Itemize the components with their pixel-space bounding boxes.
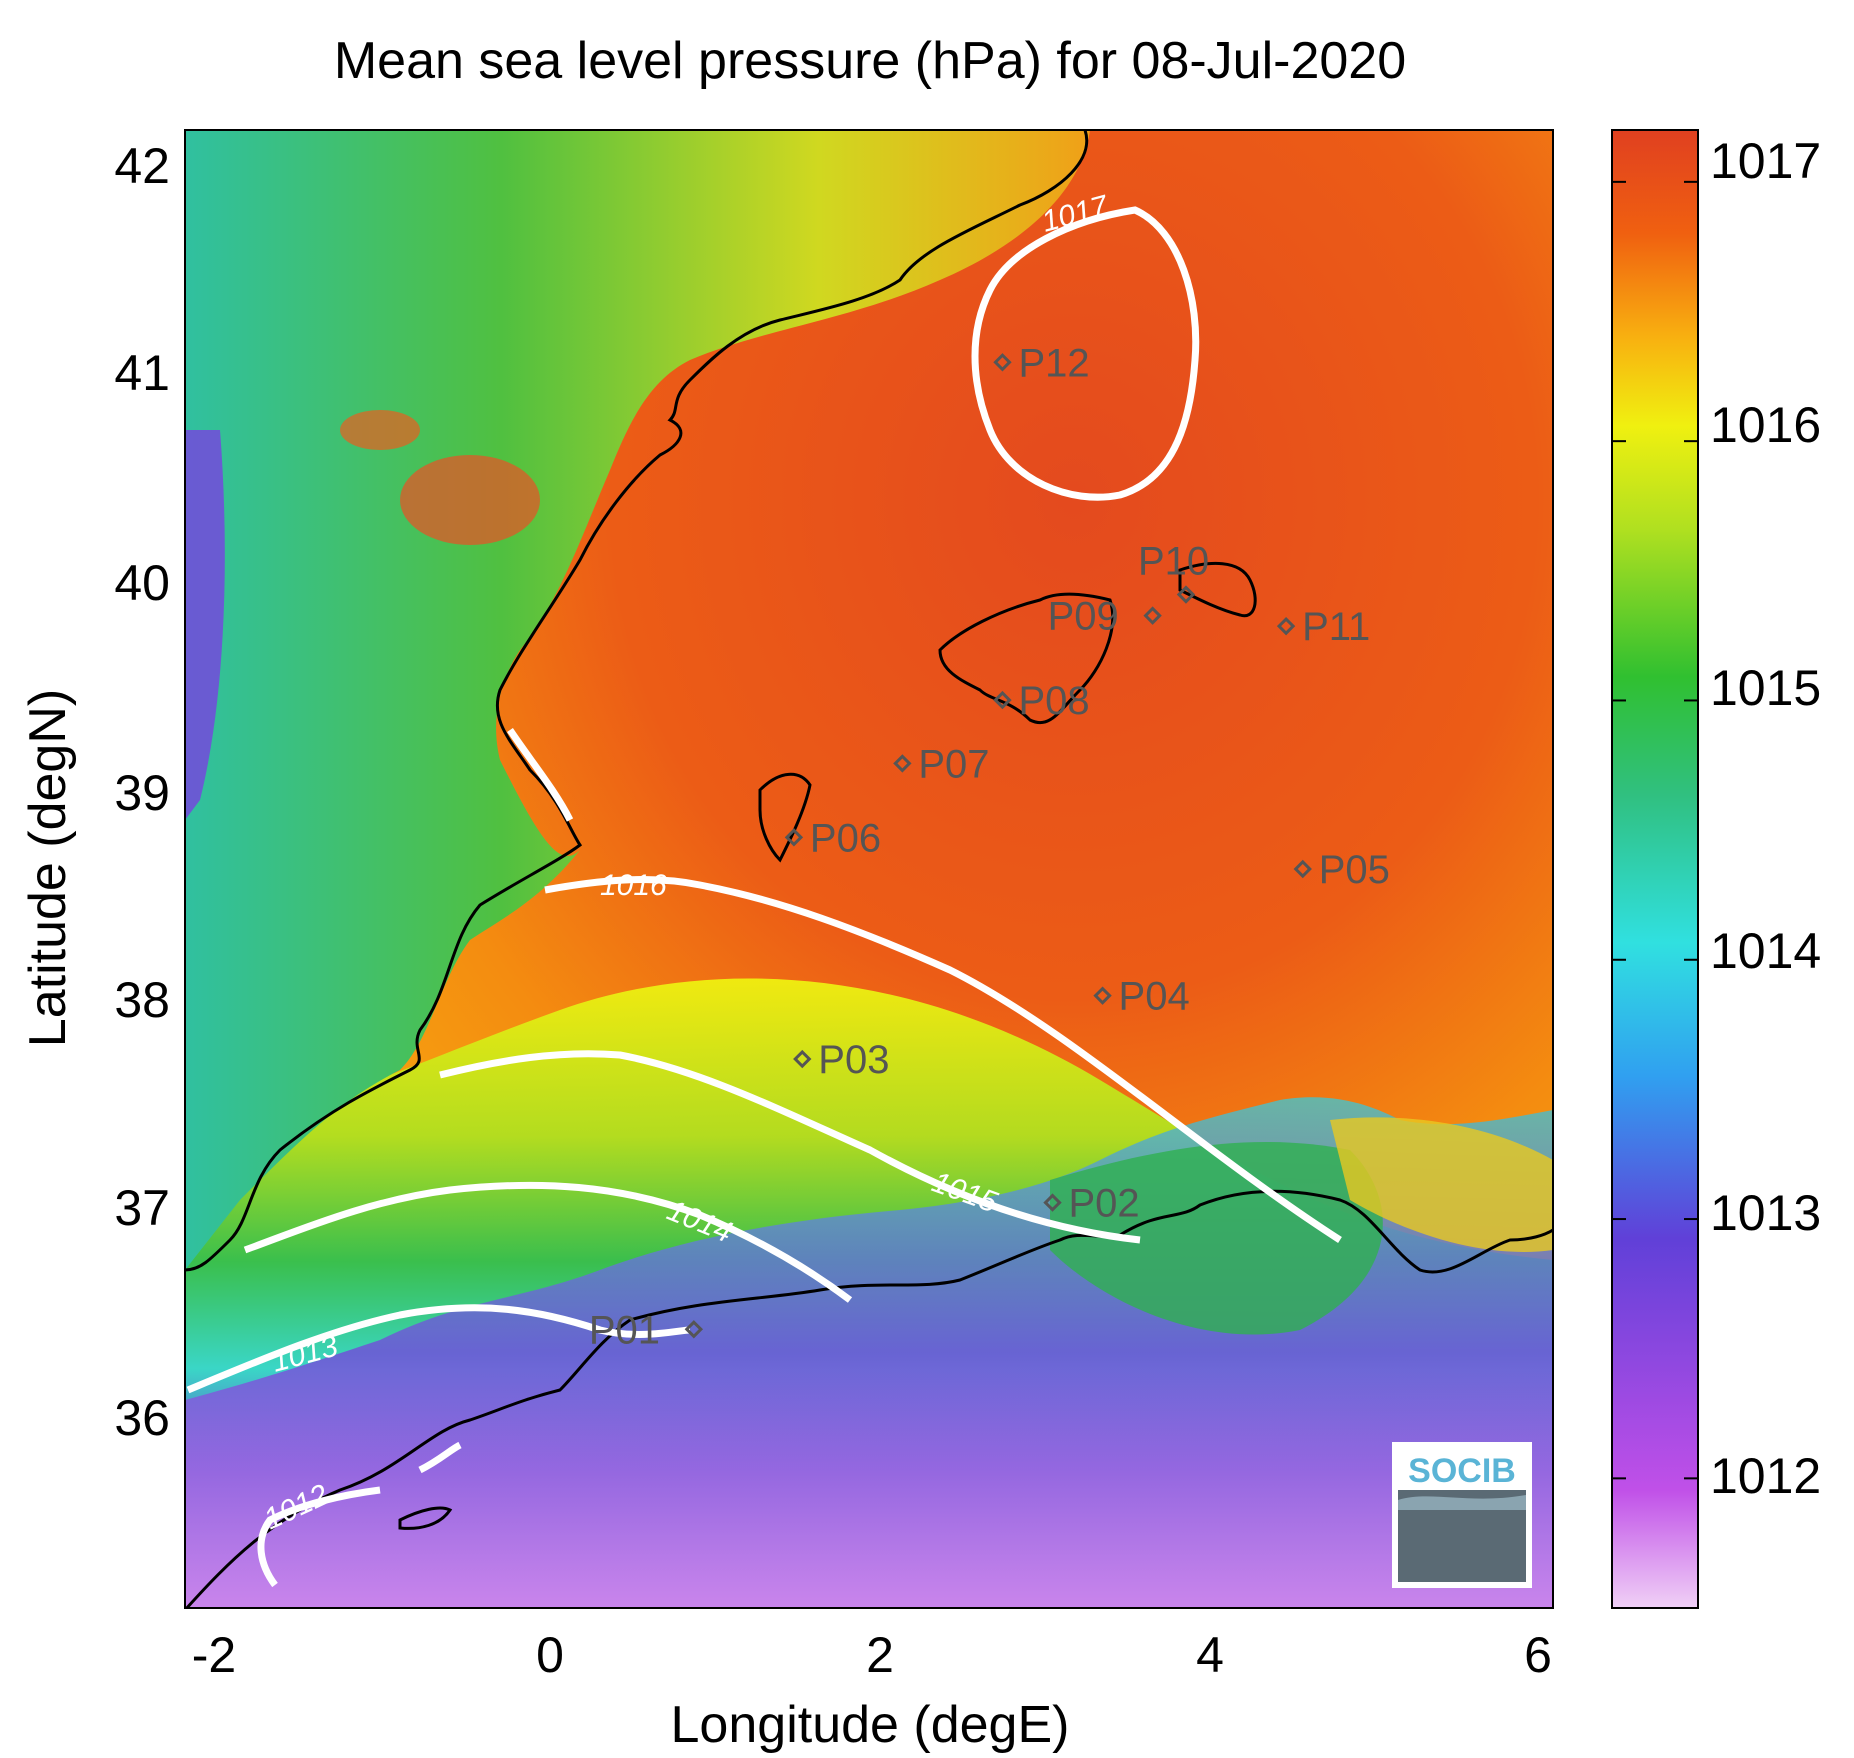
point-p01: P01 (589, 1308, 704, 1352)
point-p03: P03 (793, 1038, 889, 1082)
y-axis: 42 41 40 39 38 37 36 (114, 138, 170, 1446)
contour-1012 (257, 1441, 462, 1588)
ibiza-coastline (758, 772, 812, 863)
logo-text: SOCIB (1408, 1452, 1516, 1490)
colorbar-tick-label: 1012 (1710, 1448, 1821, 1504)
point-label: P09 (1048, 595, 1119, 639)
point-p06: P06 (784, 816, 881, 860)
point-marker (1093, 986, 1112, 1005)
y-tick-label: 39 (114, 765, 170, 821)
colorbar-tick-label: 1017 (1710, 133, 1821, 189)
point-markers: P01 P02 P03 P04 P05 P06 P07 P08 P09 P10 P11 P12 (589, 341, 1390, 1352)
y-tick-label: 42 (114, 138, 170, 194)
point-p09: P09 (1048, 595, 1162, 639)
x-tick-label: 2 (866, 1627, 894, 1683)
point-label: P08 (1018, 679, 1089, 723)
map-plot-area: 1017 1016 1015 1014 1013 1012 P01P02P03P… (185, 130, 1553, 1608)
point-label: P12 (1018, 341, 1089, 385)
x-tick-label: -2 (192, 1627, 236, 1683)
mallorca-coastline (938, 592, 1115, 725)
inland-high-patch-2 (340, 410, 420, 450)
colorbar-scale (1611, 129, 1699, 1609)
point-marker (1143, 606, 1162, 625)
contour-1017 (971, 206, 1200, 501)
y-tick-label: 40 (114, 555, 170, 611)
plot-frame (184, 129, 1554, 1609)
africa-yellow-patch (1330, 1117, 1553, 1252)
y-tick-label: 36 (114, 1390, 170, 1446)
colorbar-tick-label: 1014 (1710, 923, 1821, 979)
point-label: P07 (918, 742, 989, 786)
y-tick-label: 41 (114, 345, 170, 401)
point-marker (1043, 1193, 1062, 1212)
contour-1015 (439, 1050, 1141, 1244)
point-label: P11 (1302, 605, 1370, 649)
point-label: P03 (818, 1038, 889, 1082)
point-marker (784, 828, 804, 847)
y-axis-label: Latitude (degN) (19, 689, 77, 1047)
point-label: P06 (810, 816, 881, 860)
point-marker (993, 353, 1012, 372)
small-island-coastline (398, 1506, 453, 1530)
contour-1013 (186, 1304, 691, 1394)
interior-low-patch (185, 430, 225, 820)
point-label: P01 (589, 1308, 660, 1352)
point-p12: P12 (993, 341, 1090, 385)
colorbar-tick-label: 1016 (1710, 397, 1821, 453)
point-marker (1293, 859, 1312, 879)
colorbar-ticks (1612, 180, 1698, 1480)
chart-title: Mean sea level pressure (hPa) for 08-Jul… (334, 32, 1406, 90)
y-tick-label: 38 (114, 972, 170, 1028)
socib-logo: SOCIB (1392, 1442, 1532, 1588)
point-p02: P02 (1043, 1182, 1140, 1226)
africa-coastline (185, 1189, 1553, 1608)
x-axis: -2 0 2 4 6 (192, 1627, 1552, 1683)
point-label: P04 (1119, 975, 1190, 1019)
africa-green-patch (1050, 1141, 1383, 1335)
point-p05: P05 (1293, 848, 1390, 892)
point-p04: P04 (1093, 975, 1190, 1019)
contour-1014 (243, 1181, 853, 1303)
point-marker (1176, 585, 1196, 604)
x-axis-label: Longitude (degE) (671, 1696, 1070, 1754)
point-label: P05 (1319, 848, 1390, 892)
iberia-coastline (185, 130, 1089, 1272)
colorbar: 1017 1016 1015 1014 1013 1012 (1611, 129, 1821, 1609)
point-marker (893, 754, 912, 773)
coastline (185, 130, 1553, 1608)
contour-label-1016: 1016 (600, 869, 667, 902)
colorbar-tick-label: 1015 (1710, 660, 1821, 716)
x-tick-label: 6 (1524, 1627, 1552, 1683)
point-label: P10 (1138, 540, 1209, 584)
point-label: P02 (1069, 1182, 1140, 1226)
point-marker (993, 690, 1012, 710)
inland-high-patch (400, 455, 540, 545)
point-p11: P11 (1276, 605, 1370, 649)
pressure-contours (186, 206, 1342, 1588)
point-p07: P07 (893, 742, 990, 786)
point-marker (793, 1049, 812, 1069)
contour-1016 (507, 728, 1342, 1243)
point-p08: P08 (993, 679, 1090, 723)
menorca-coastline (1178, 561, 1257, 618)
x-tick-label: 0 (536, 1627, 564, 1683)
point-p10: P10 (1138, 540, 1209, 604)
x-tick-label: 4 (1196, 1627, 1224, 1683)
colorbar-tick-label: 1013 (1710, 1185, 1821, 1241)
iberia-land (185, 130, 1090, 1270)
y-tick-label: 37 (114, 1180, 170, 1236)
logo-wave (1398, 1495, 1526, 1510)
point-marker (684, 1320, 704, 1339)
point-marker (1276, 616, 1296, 636)
